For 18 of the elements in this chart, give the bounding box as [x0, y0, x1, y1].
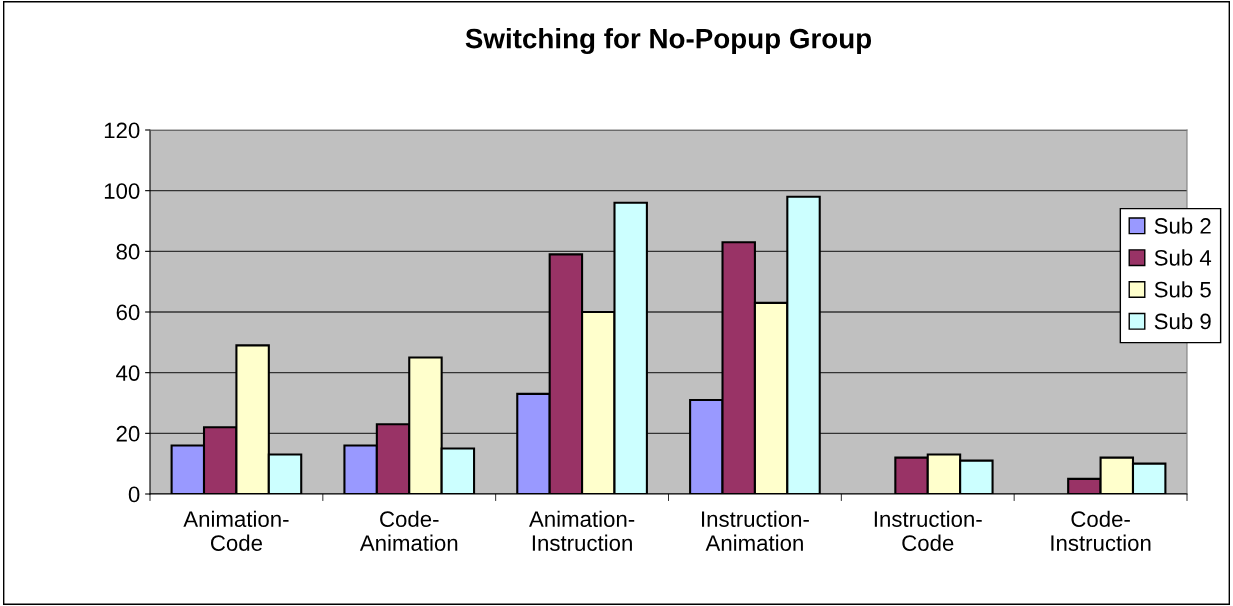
x-tick-label: Code- Animation	[359, 510, 458, 551]
chart-title: Switching for No-Popup Group	[465, 28, 872, 55]
x-tick-label: Instruction- Code	[874, 510, 982, 551]
y-tick-label: 60	[116, 304, 140, 321]
legend-label: Sub 9	[1154, 312, 1211, 330]
legend-label: Sub 2	[1154, 217, 1211, 234]
legend-label: Sub 4	[1154, 249, 1212, 266]
y-tick-label: 20	[116, 425, 140, 442]
y-tick-label: 80	[116, 243, 140, 260]
x-tick-label: Instruction- Animation	[702, 510, 809, 551]
y-tick-label: 100	[104, 183, 140, 199]
legend-label: Sub 5	[1154, 281, 1211, 298]
y-tick-label: 120	[104, 122, 140, 139]
y-tick-label: 0	[128, 486, 140, 503]
x-tick-label: Animation- Code	[183, 510, 289, 551]
x-tick-label: Code- Instruction	[1051, 510, 1151, 551]
x-tick-label: Animation- Instruction	[529, 510, 635, 551]
y-tick-label: 40	[116, 365, 140, 381]
